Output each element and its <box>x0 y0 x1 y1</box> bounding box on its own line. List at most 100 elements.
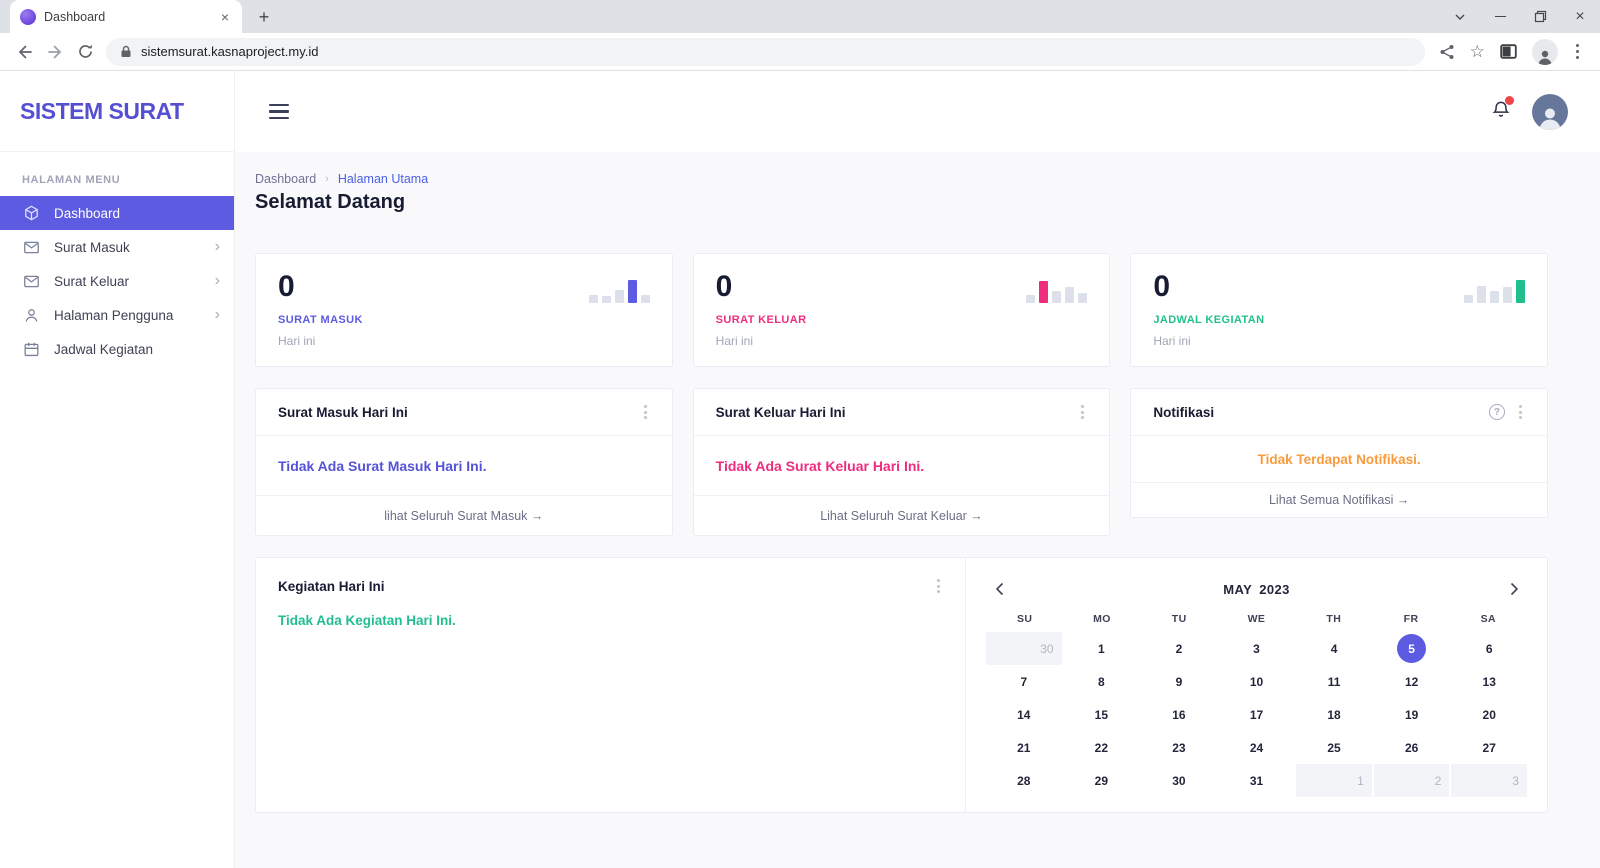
mini-bar <box>1026 295 1036 303</box>
restore-icon[interactable] <box>1520 0 1560 33</box>
calendar-day[interactable]: 11 <box>1327 674 1341 689</box>
calendar-day[interactable]: 6 <box>1485 641 1493 656</box>
card-footer: lihat Seluruh Surat Masuk → <box>256 496 672 535</box>
mini-bar <box>1463 295 1473 303</box>
mini-bar <box>1476 286 1486 303</box>
lock-icon <box>120 45 132 58</box>
browser-menu-icon[interactable] <box>1573 41 1582 62</box>
calendar-day[interactable]: 9 <box>1175 674 1183 689</box>
calendar-day[interactable]: 28 <box>1017 773 1031 788</box>
calendar-day[interactable]: 25 <box>1327 740 1341 755</box>
kebab-menu-icon[interactable] <box>1516 402 1525 422</box>
card-header: Surat Masuk Hari Ini <box>256 389 672 436</box>
calendar-day[interactable]: 1 <box>1098 641 1105 656</box>
calendar-day[interactable]: 19 <box>1404 707 1419 722</box>
notifications-bell[interactable] <box>1490 95 1514 126</box>
calendar-day[interactable]: 20 <box>1482 707 1496 722</box>
card-body: Tidak Terdapat Notifikasi. <box>1131 436 1547 483</box>
stat-cards-row: 0 SURAT MASUK Hari ini 0 SURAT KELUAR Hari in… <box>255 253 1548 367</box>
calendar-day[interactable]: 13 <box>1482 674 1496 689</box>
card-footer-link[interactable]: Lihat Semua Notifikasi → <box>1268 493 1410 507</box>
calendar-next-button[interactable] <box>1501 576 1527 602</box>
url-bar[interactable]: sistemsurat.kasnaproject.my.id <box>106 37 1425 66</box>
calendar-day[interactable]: 4 <box>1330 641 1338 656</box>
new-tab-button[interactable]: + <box>258 6 270 27</box>
calendar-day[interactable]: 31 <box>1249 773 1264 788</box>
profile-icon[interactable] <box>1531 38 1558 65</box>
cube-icon <box>22 204 41 223</box>
calendar-day[interactable]: 17 <box>1249 707 1264 722</box>
calendar-day[interactable]: 5 <box>1374 632 1450 665</box>
reload-icon[interactable] <box>70 37 100 67</box>
calendar-day[interactable]: 22 <box>1094 740 1109 755</box>
calendar-day[interactable]: 30 <box>1172 773 1186 788</box>
card-footer-link[interactable]: Lihat Seluruh Surat Keluar → <box>820 508 983 523</box>
back-icon[interactable] <box>10 37 40 67</box>
sidebar-menu: Dashboard Surat Masuk › Surat Keluar › Halama… <box>0 196 234 366</box>
card-footer-link[interactable]: lihat Seluruh Surat Masuk → <box>384 508 544 523</box>
card-title: Surat Keluar Hari Ini <box>715 404 846 420</box>
app-logo[interactable]: SISTEM SURAT <box>20 97 184 124</box>
breadcrumb-current-link[interactable]: Halaman Utama <box>337 172 429 186</box>
stat-value: 0 <box>278 270 295 303</box>
sidebar-item-surat-keluar[interactable]: Surat Keluar › <box>0 264 234 298</box>
main-area: Dashboard › Halaman Utama Selamat Datang… <box>235 71 1600 868</box>
sidebar-item-dashboard[interactable]: Dashboard <box>0 196 234 230</box>
calendar-day[interactable]: 7 <box>1020 674 1028 689</box>
browser-tab[interactable]: Dashboard × <box>10 0 242 33</box>
forward-icon[interactable] <box>40 37 70 67</box>
calendar-day[interactable]: 29 <box>1094 773 1109 788</box>
calendar-prev-button[interactable] <box>986 576 1012 602</box>
calendar-day[interactable]: 30 <box>986 632 1062 665</box>
calendar-day[interactable]: 2 <box>1373 764 1450 797</box>
tab-strip: Dashboard × + × <box>0 0 1600 33</box>
tab-close-icon[interactable]: × <box>220 8 229 25</box>
calendar-day[interactable]: 12 <box>1404 674 1419 689</box>
calendar-day[interactable]: 8 <box>1098 674 1105 689</box>
stat-value: 0 <box>1153 270 1171 303</box>
mini-bar <box>614 290 624 303</box>
calendar-day[interactable]: 18 <box>1327 707 1341 722</box>
calendar-day[interactable]: 24 <box>1249 740 1264 755</box>
calendar-day[interactable]: 27 <box>1482 740 1496 755</box>
sidebar-item-halaman-pengguna[interactable]: Halaman Pengguna › <box>0 298 234 332</box>
calendar-day[interactable]: 3 <box>1451 764 1527 797</box>
logo-box: SISTEM SURAT <box>0 71 234 152</box>
card-body: Tidak Ada Surat Keluar Hari Ini. <box>693 436 1110 496</box>
help-icon[interactable]: ? <box>1488 404 1505 420</box>
close-icon[interactable]: × <box>1575 7 1585 25</box>
calendar-day[interactable]: 26 <box>1404 740 1419 755</box>
user-avatar[interactable] <box>1532 93 1568 130</box>
chevron-right-icon: › <box>214 306 220 323</box>
stat-label: JADWAL KEGIATAN <box>1153 313 1265 326</box>
star-icon[interactable]: ☆ <box>1469 41 1485 61</box>
calendar-day[interactable]: 2 <box>1175 641 1183 656</box>
kebab-menu-icon[interactable] <box>934 576 943 596</box>
minimize-icon[interactable] <box>1480 0 1520 33</box>
activity-panel: Kegiatan Hari Ini Tidak Ada Kegiatan Har… <box>256 558 966 812</box>
calendar-day[interactable]: 3 <box>1253 641 1260 656</box>
sidebar-item-surat-masuk[interactable]: Surat Masuk › <box>0 230 234 264</box>
calendar-day[interactable]: 14 <box>1017 707 1031 722</box>
calendar-day-header: SU <box>1016 613 1033 625</box>
activity-empty-message: Tidak Ada Kegiatan Hari Ini. <box>278 613 456 628</box>
side-panel-icon[interactable] <box>1500 44 1517 59</box>
calendar-day-header: TU <box>1171 613 1187 625</box>
hamburger-icon[interactable] <box>265 100 293 124</box>
sidebar-item-label: Jadwal Kegiatan <box>54 341 154 357</box>
share-icon[interactable] <box>1439 44 1455 60</box>
kebab-menu-icon[interactable] <box>1078 402 1087 422</box>
sidebar-item-jadwal-kegiatan[interactable]: Jadwal Kegiatan <box>0 332 234 366</box>
calendar-day[interactable]: 15 <box>1094 707 1109 722</box>
kebab-menu-icon[interactable] <box>641 402 650 422</box>
calendar-day[interactable]: 23 <box>1172 740 1186 755</box>
calendar-day[interactable]: 16 <box>1172 707 1186 722</box>
calendar-day[interactable]: 1 <box>1296 764 1372 797</box>
chevron-down-icon[interactable] <box>1440 0 1480 33</box>
mini-bar <box>640 295 650 303</box>
card-actions: ? <box>1488 402 1525 422</box>
activity-title: Kegiatan Hari Ini <box>278 578 385 594</box>
mini-bar <box>601 296 611 303</box>
calendar-day[interactable]: 21 <box>1017 740 1031 755</box>
calendar-day[interactable]: 10 <box>1249 674 1264 689</box>
